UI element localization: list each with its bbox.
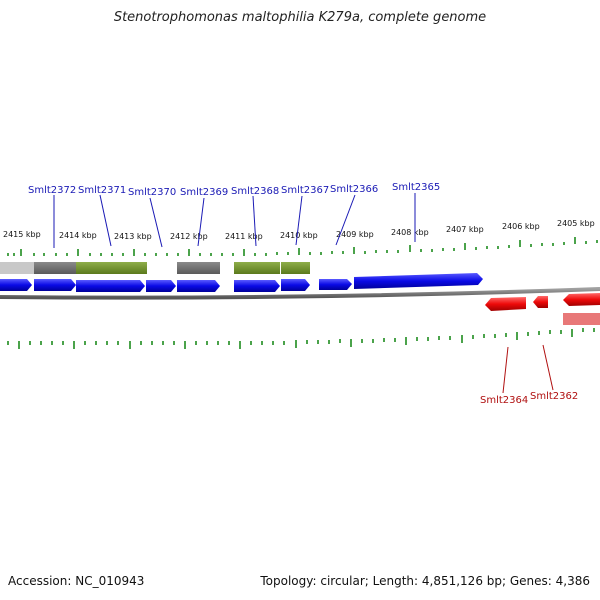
cog-block — [76, 262, 147, 274]
lower-tick-row — [7, 328, 595, 349]
forward-gene-arrow — [319, 279, 352, 290]
genome-title: Stenotrophomonas maltophilia K279a, comp… — [113, 10, 487, 25]
cog-block — [0, 262, 34, 274]
forward-gene-arrow — [34, 279, 76, 291]
cog-block — [34, 262, 76, 274]
kbp-label: 2408 kbp — [391, 228, 429, 237]
reverse-gene-track — [485, 293, 600, 311]
cog-block — [563, 313, 600, 325]
kbp-label: 2411 kbp — [225, 232, 263, 241]
cog-block — [234, 262, 280, 274]
cog-block — [177, 262, 220, 274]
forward-gene-label: Smlt2372 — [28, 185, 76, 196]
forward-gene-label: Smlt2371 — [78, 185, 126, 196]
forward-gene-arrow — [234, 280, 280, 292]
forward-gene-arrow — [76, 280, 145, 292]
kbp-label: 2412 kbp — [170, 232, 208, 241]
reverse-gene-label: Smlt2362 — [530, 391, 578, 402]
cog-track — [0, 262, 600, 325]
forward-gene-label: Smlt2369 — [180, 187, 228, 198]
reverse-gene-arrow — [563, 293, 600, 306]
reverse-gene-arrow — [485, 297, 526, 311]
kbp-label: 2415 kbp — [3, 230, 41, 239]
forward-gene-label: Smlt2366 — [330, 184, 378, 195]
cog-block — [281, 262, 310, 274]
forward-gene-track — [0, 273, 483, 292]
genome-summary-text: Topology: circular; Length: 4,851,126 bp… — [260, 574, 590, 588]
kbp-label: 2405 kbp — [557, 219, 595, 228]
forward-gene-arrow — [354, 273, 483, 289]
forward-gene-label: Smlt2367 — [281, 185, 329, 196]
forward-gene-leaders — [53, 193, 416, 248]
kbp-label: 2410 kbp — [280, 231, 318, 240]
forward-gene-arrow — [177, 280, 220, 292]
kbp-label: 2406 kbp — [502, 222, 540, 231]
forward-gene-label: Smlt2370 — [128, 187, 176, 198]
reverse-gene-leaders — [502, 344, 554, 394]
kbp-label: 2414 kbp — [59, 231, 97, 240]
reverse-gene-label: Smlt2364 — [480, 395, 528, 406]
backbone-arc — [0, 287, 600, 300]
reverse-gene-arrow — [533, 296, 548, 308]
accession-text: Accession: NC_010943 — [8, 574, 145, 588]
forward-gene-arrow — [146, 280, 176, 292]
kbp-label: 2409 kbp — [336, 230, 374, 239]
forward-gene-arrow — [0, 279, 32, 291]
forward-gene-arrow — [281, 279, 310, 291]
forward-gene-label: Smlt2368 — [231, 186, 279, 197]
forward-gene-label: Smlt2365 — [392, 182, 440, 193]
kbp-label: 2407 kbp — [446, 225, 484, 234]
kbp-label: 2413 kbp — [114, 232, 152, 241]
upper-tick-row — [7, 237, 598, 256]
